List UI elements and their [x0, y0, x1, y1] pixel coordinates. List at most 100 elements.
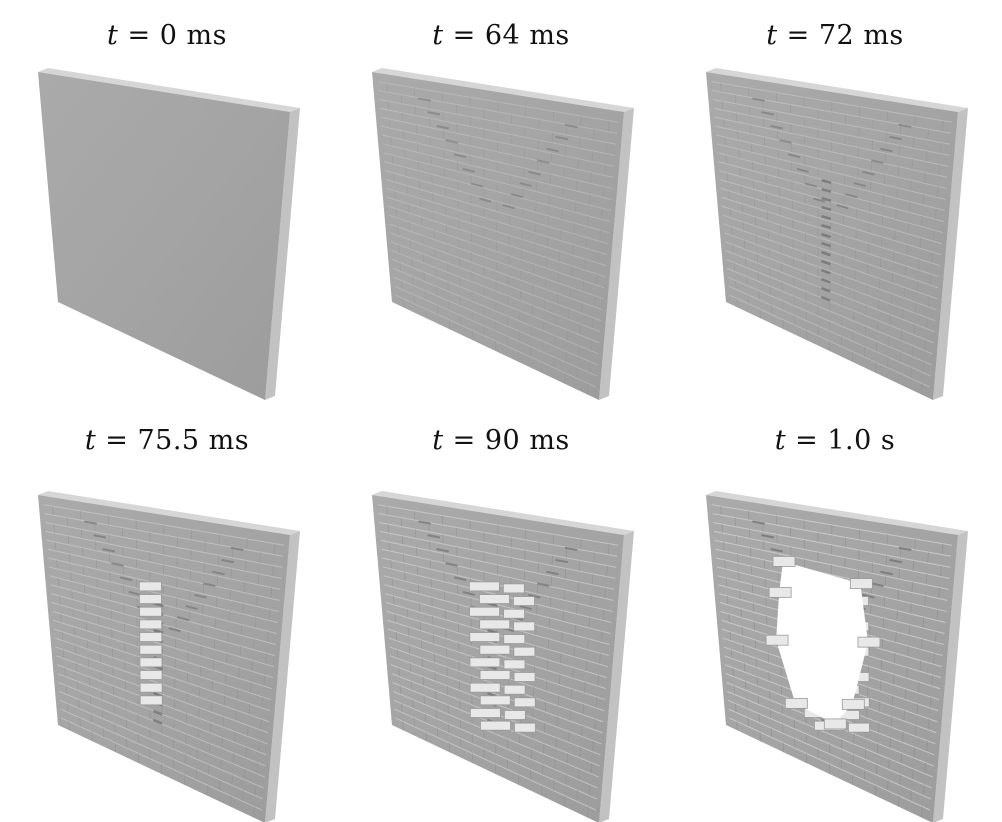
mortar-head-joint	[940, 142, 942, 154]
mortar-head-joint	[409, 663, 412, 673]
crack-segment	[761, 534, 775, 539]
mortar-head-joint	[562, 610, 564, 622]
mortar-head-joint	[409, 240, 412, 250]
mortar-head-joint	[404, 149, 406, 159]
wall-side-edge	[599, 108, 634, 400]
mortar-head-joint	[907, 223, 909, 234]
mortar-head-joint	[934, 208, 937, 220]
mortar-head-joint	[580, 302, 583, 314]
mortar-head-joint	[722, 119, 725, 129]
ejected-brick	[503, 710, 526, 720]
mortar-head-joint	[732, 244, 734, 254]
mortar-head-joint	[68, 721, 70, 731]
mortar-head-joint	[903, 287, 905, 299]
wall-render	[38, 491, 300, 822]
mortar-head-joint	[606, 565, 608, 577]
ejected-brick	[848, 722, 870, 733]
mortar-bed-joint	[383, 152, 611, 211]
mortar-head-joint	[222, 716, 225, 728]
mortar-head-joint	[936, 609, 939, 621]
wall-side-edge	[265, 531, 300, 822]
mortar-head-joint	[258, 740, 260, 752]
mortar-head-joint	[736, 298, 738, 308]
panel-title: t = 75.5 ms	[0, 425, 334, 456]
mortar-bed-joint	[723, 223, 938, 300]
mortar-head-joint	[931, 252, 934, 264]
mortar-head-joint	[898, 568, 901, 580]
mortar-bed-joint	[728, 285, 931, 377]
ejected-brick	[513, 596, 535, 606]
mortar-head-joint	[393, 172, 395, 182]
mortar-head-joint	[894, 653, 896, 664]
mortar-head-joint	[903, 710, 905, 722]
mortar-head-joint	[892, 674, 895, 685]
mortar-head-joint	[565, 774, 567, 786]
mortar-head-joint	[578, 137, 581, 149]
mortar-head-joint	[263, 675, 266, 687]
mortar-head-joint	[57, 577, 60, 587]
crack-segment	[176, 616, 190, 622]
mortar-head-joint	[911, 345, 914, 357]
crack-segment	[880, 570, 893, 576]
time-value: = 72 ms	[786, 20, 904, 51]
mortar-head-joint	[390, 136, 392, 147]
mortar-head-joint	[250, 682, 252, 694]
mortar-head-joint	[246, 539, 248, 550]
mortar-head-joint	[576, 790, 578, 802]
mortar-head-joint	[725, 154, 728, 164]
mortar-head-joint	[576, 180, 578, 191]
mortar-head-joint	[56, 559, 58, 570]
mortar-head-joint	[229, 589, 231, 601]
mortar-bed-joint	[729, 294, 930, 388]
ejected-blocks	[138, 581, 163, 706]
time-variable: t	[107, 20, 119, 51]
crack-segment	[836, 204, 849, 210]
mortar-head-joint	[729, 208, 732, 218]
mortar-head-joint	[910, 367, 912, 379]
mortar-bed-joint	[715, 125, 948, 178]
mortar-bed-joint	[379, 107, 616, 156]
mortar-head-joint	[584, 259, 586, 271]
mortar-head-joint	[582, 703, 585, 715]
mortar-head-joint	[891, 695, 894, 707]
crack-segment	[821, 250, 831, 257]
mortar-head-joint	[579, 747, 582, 758]
mortar-head-joint	[927, 552, 929, 564]
ejected-brick	[479, 619, 511, 630]
mortar-head-joint	[569, 710, 571, 722]
ejected-brick	[479, 594, 510, 604]
crack-segment	[821, 179, 832, 184]
mortar-head-joint	[386, 83, 388, 93]
mortar-head-joint	[912, 560, 915, 572]
mortar-head-joint	[747, 294, 749, 304]
crack-segment	[436, 548, 449, 553]
mortar-head-joint	[727, 595, 729, 605]
mortar-head-joint	[588, 617, 591, 629]
mortar-head-joint	[743, 663, 746, 673]
mortar-head-joint	[230, 568, 233, 580]
time-variable: t	[432, 20, 444, 51]
crack-segment	[787, 153, 801, 159]
mortar-head-joint	[272, 565, 274, 577]
mortar-bed-joint	[714, 116, 949, 167]
crack-segment	[871, 159, 884, 165]
mortar-head-joint	[248, 703, 251, 715]
mortar-head-joint	[729, 631, 732, 641]
time-value: = 0 ms	[127, 20, 227, 51]
mortar-head-joint	[254, 784, 257, 796]
mortar-head-joint	[737, 553, 739, 564]
mortar-head-joint	[572, 244, 574, 256]
mortar-head-joint	[574, 624, 577, 636]
mortar-bed-joint	[52, 610, 274, 679]
mortar-head-joint	[938, 587, 941, 599]
panel-t64: t = 64 ms	[334, 0, 668, 411]
mortar-bed-joint	[716, 143, 946, 200]
mortar-head-joint	[568, 308, 570, 320]
mortar-head-joint	[235, 710, 237, 722]
panel-title: t = 64 ms	[334, 20, 668, 51]
ejected-brick	[513, 646, 536, 657]
crack-segment	[770, 548, 783, 553]
crack-segment	[194, 593, 207, 599]
mortar-head-joint	[579, 324, 582, 335]
crack-segment	[502, 204, 515, 210]
